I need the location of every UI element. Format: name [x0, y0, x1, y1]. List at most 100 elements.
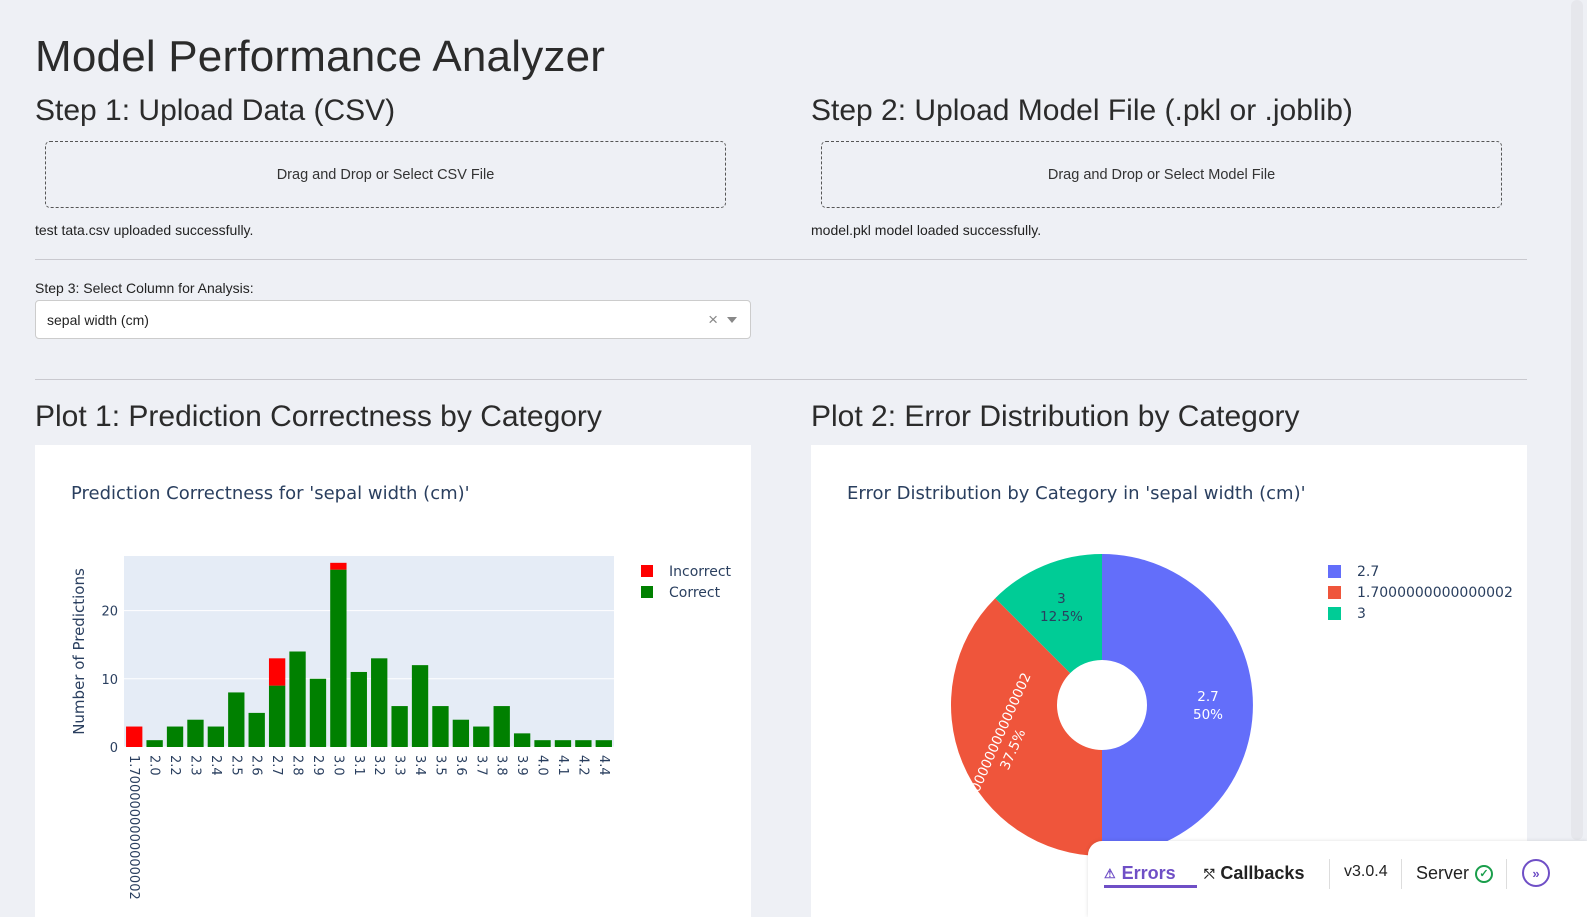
bar-correct[interactable] — [452, 719, 470, 747]
x-tick-label: 3.5 — [432, 755, 447, 776]
server-status[interactable]: Server ✓ — [1416, 863, 1494, 884]
legend-swatch[interactable] — [641, 586, 653, 598]
separator — [1401, 859, 1402, 889]
y-tick-label: 0 — [110, 741, 118, 756]
y-tick-label: 20 — [101, 605, 118, 620]
bar-correct[interactable] — [309, 678, 327, 747]
x-tick-label: 2.4 — [208, 755, 223, 776]
x-tick-label: 1.7000000000000002 — [126, 755, 141, 900]
csv-upload-dropzone[interactable]: Drag and Drop or Select CSV File — [45, 141, 726, 208]
x-tick-label: 2.6 — [249, 755, 264, 776]
bar-incorrect[interactable] — [268, 658, 286, 686]
bar-correct[interactable] — [166, 726, 184, 747]
pie-slice[interactable] — [995, 554, 1102, 674]
bar-correct[interactable] — [248, 712, 265, 747]
csv-upload-status: test tata.csv uploaded successfully. — [35, 222, 254, 238]
callbacks-icon: ⤲ — [1204, 865, 1215, 881]
bar-chart-card: Prediction Correctness for 'sepal width … — [35, 445, 751, 917]
x-tick-label: 4.4 — [596, 755, 611, 776]
x-tick-label: 2.7 — [269, 755, 284, 776]
callbacks-label: Callbacks — [1220, 863, 1305, 883]
column-select-value: sepal width (cm) — [47, 311, 149, 328]
pie-chart[interactable]: Error Distribution by Category in 'sepal… — [811, 445, 1527, 917]
bar-correct[interactable] — [513, 733, 531, 747]
bar-incorrect[interactable] — [126, 726, 143, 747]
x-tick-label: 3.7 — [473, 755, 488, 776]
pie-chart-card: Error Distribution by Category in 'sepal… — [811, 445, 1527, 917]
bar-correct[interactable] — [473, 726, 490, 747]
plot2-heading: Plot 2: Error Distribution by Category — [811, 400, 1300, 433]
bar-correct[interactable] — [268, 685, 286, 747]
x-tick-label: 4.0 — [535, 755, 550, 776]
bar-correct[interactable] — [146, 740, 163, 747]
column-select-label: Step 3: Select Column for Analysis: — [35, 280, 254, 296]
model-upload-status: model.pkl model loaded successfully. — [811, 222, 1042, 238]
x-tick-label: 3.0 — [330, 755, 345, 776]
legend-swatch[interactable] — [1328, 607, 1341, 620]
slice-label-percent: 50% — [1193, 707, 1223, 723]
bar-correct[interactable] — [289, 651, 306, 748]
bar-correct[interactable] — [371, 658, 388, 747]
bar-correct[interactable] — [493, 706, 510, 747]
errors-label: Errors — [1121, 863, 1176, 883]
x-tick-label: 4.1 — [555, 755, 570, 776]
callbacks-tab[interactable]: ⤲ Callbacks — [1204, 863, 1304, 884]
legend-swatch[interactable] — [1328, 565, 1341, 578]
plot1-heading: Plot 1: Prediction Correctness by Catego… — [35, 400, 602, 433]
step1-heading: Step 1: Upload Data (CSV) — [35, 94, 396, 127]
y-axis-label: Number of Predictions — [70, 568, 88, 735]
x-tick-label: 2.9 — [310, 755, 325, 776]
legend-swatch[interactable] — [1328, 586, 1341, 599]
bar-incorrect[interactable] — [330, 562, 347, 570]
expand-debug-icon[interactable]: » — [1522, 859, 1550, 887]
bar-correct[interactable] — [350, 671, 367, 747]
legend-label[interactable]: 1.7000000000000002 — [1357, 585, 1513, 601]
chart-title: Prediction Correctness for 'sepal width … — [71, 483, 470, 504]
warning-icon: ⚠ — [1104, 865, 1116, 881]
x-tick-label: 3.2 — [371, 755, 386, 776]
bar-correct[interactable] — [207, 726, 225, 747]
bar-chart[interactable]: Prediction Correctness for 'sepal width … — [35, 445, 751, 917]
x-tick-label: 2.5 — [228, 755, 243, 776]
x-tick-label: 2.2 — [167, 755, 182, 776]
bar-correct[interactable] — [595, 740, 612, 747]
legend-label[interactable]: 3 — [1357, 606, 1366, 622]
x-tick-label: 3.6 — [453, 755, 468, 776]
x-tick-label: 3.4 — [412, 755, 427, 776]
errors-tab[interactable]: ⚠ Errors — [1104, 863, 1176, 884]
model-upload-dropzone[interactable]: Drag and Drop or Select Model File — [821, 141, 1502, 208]
chevron-down-icon[interactable] — [727, 317, 737, 323]
bar-correct[interactable] — [575, 740, 592, 747]
legend-label[interactable]: 2.7 — [1357, 564, 1379, 580]
column-select-dropdown[interactable]: sepal width (cm) × — [35, 300, 751, 339]
page-title: Model Performance Analyzer — [35, 32, 606, 81]
errors-tab-indicator — [1104, 885, 1197, 888]
legend-swatch[interactable] — [641, 565, 653, 577]
x-tick-label: 3.9 — [514, 755, 529, 776]
chart-title: Error Distribution by Category in 'sepal… — [847, 483, 1306, 504]
clear-selection-icon[interactable]: × — [708, 310, 718, 329]
pie-slice[interactable] — [951, 598, 1102, 856]
bar-correct[interactable] — [432, 706, 449, 747]
version-label: v3.0.4 — [1344, 863, 1388, 880]
x-tick-label: 3.1 — [351, 755, 366, 776]
scrollbar-thumb[interactable] — [1571, 0, 1583, 840]
x-tick-label: 4.2 — [575, 755, 590, 776]
bar-correct[interactable] — [330, 569, 347, 747]
bar-correct[interactable] — [554, 740, 572, 747]
slice-label: 2.750% — [1193, 689, 1223, 723]
legend-label[interactable]: Incorrect — [669, 564, 732, 580]
slice-label: 3 12.5% — [1040, 591, 1083, 625]
bar-correct[interactable] — [187, 719, 204, 747]
bar-correct[interactable] — [228, 692, 245, 747]
bar-correct[interactable] — [534, 740, 551, 747]
bar-correct[interactable] — [411, 665, 429, 747]
bar-correct[interactable] — [391, 706, 408, 747]
legend-label[interactable]: Correct — [669, 585, 721, 601]
x-tick-label: 3.3 — [392, 755, 407, 776]
separator — [1506, 859, 1507, 889]
pie-slice[interactable] — [1102, 554, 1253, 856]
scrollbar[interactable] — [1567, 0, 1587, 917]
divider — [35, 379, 1527, 380]
